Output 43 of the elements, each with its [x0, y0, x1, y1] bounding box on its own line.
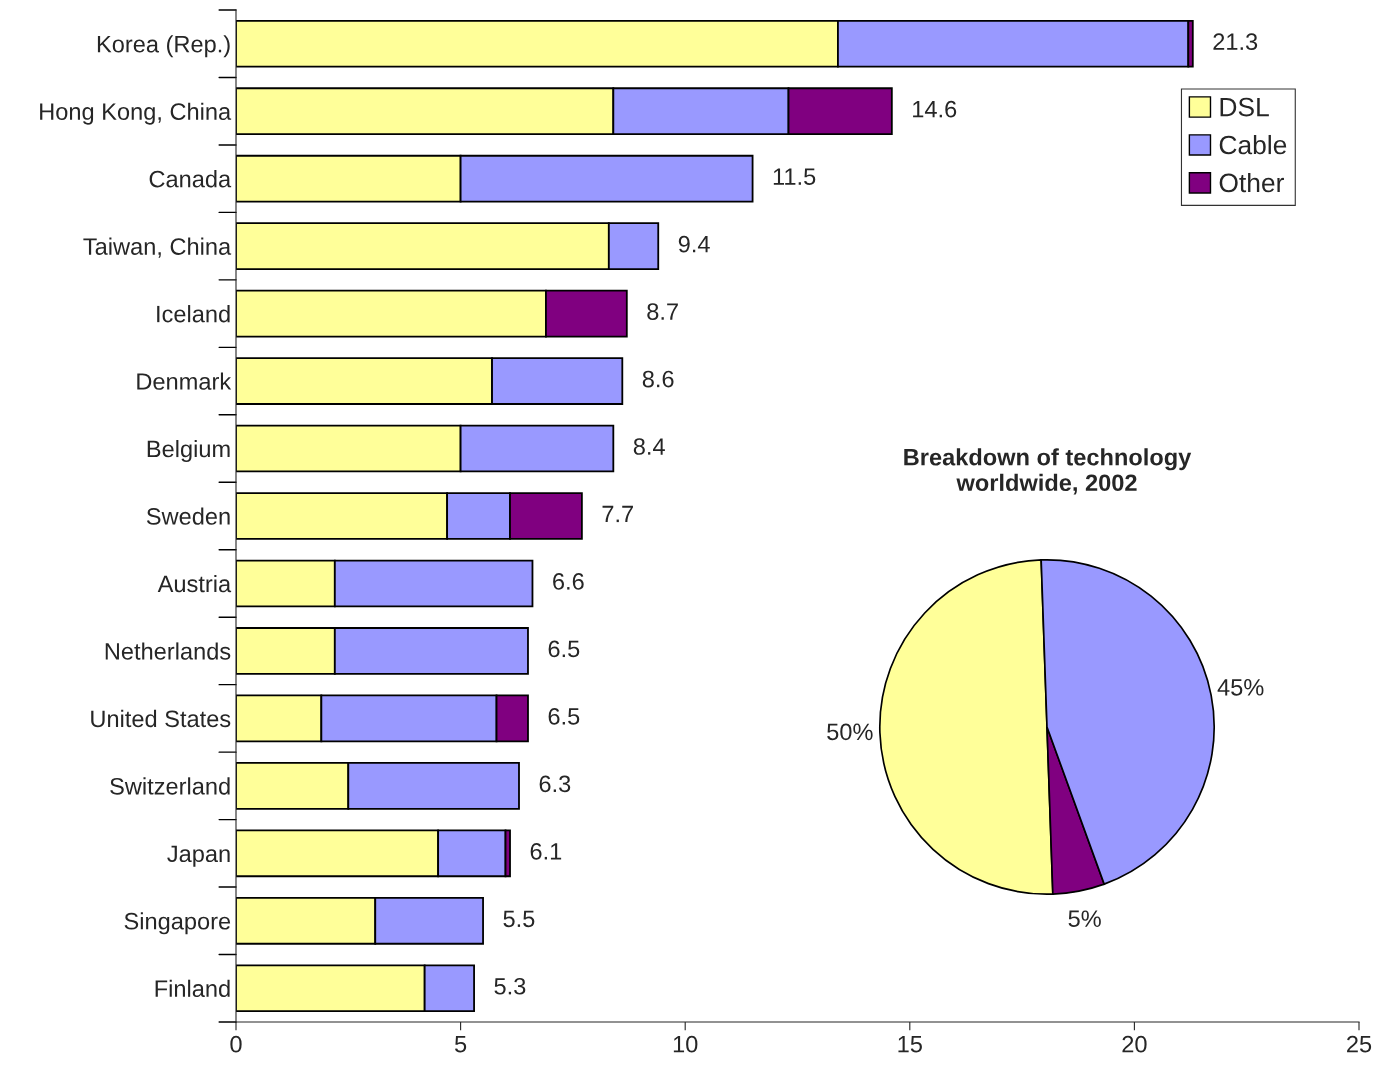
legend-label: Cable — [1219, 134, 1287, 155]
total-label: 5.3 — [494, 977, 526, 995]
total-label: 6.5 — [548, 640, 580, 658]
total-label: 6.6 — [553, 573, 584, 590]
y-tick-label: Taiwan, China — [83, 237, 232, 258]
y-tick-label: Sweden — [146, 507, 230, 525]
y-tick-label: Finland — [155, 979, 230, 998]
chart-title: Breakdown of technology worldwide, 2002 — [904, 448, 1192, 495]
total-label: 21.3 — [1213, 33, 1258, 51]
legend-label: DSL — [1220, 97, 1269, 117]
y-tick-label: Austria — [157, 574, 232, 593]
y-tick-label: Singapore — [124, 912, 231, 935]
x-tick-label: 10 — [673, 1035, 698, 1053]
y-tick-label: Canada — [149, 170, 232, 188]
x-tick-label: 20 — [1122, 1035, 1147, 1053]
total-label: 8.6 — [642, 370, 674, 388]
total-label: 9.4 — [678, 235, 710, 253]
data-label: 5% — [1068, 910, 1101, 928]
y-tick-label: Hong Kong, China — [40, 102, 232, 125]
total-label: 14.6 — [913, 100, 957, 118]
total-label: 11.5 — [773, 168, 816, 185]
y-tick-label: Belgium — [147, 439, 230, 462]
y-tick-label: United States — [91, 709, 231, 728]
x-tick-label: 5 — [454, 1036, 467, 1053]
y-tick-label: Japan — [167, 845, 230, 867]
total-label: 6.1 — [530, 842, 562, 860]
data-label: 50% — [827, 723, 873, 741]
x-tick-label: 0 — [230, 1035, 242, 1053]
y-tick-label: Korea (Rep.) — [97, 35, 230, 58]
legend-label: Other — [1219, 172, 1284, 193]
total-label: 5.5 — [503, 910, 535, 928]
total-label: 6.5 — [548, 708, 580, 725]
y-tick-label: Iceland — [157, 305, 230, 323]
data-label: 45% — [1217, 679, 1264, 696]
total-label: 8.7 — [647, 303, 678, 320]
y-tick-label: Denmark — [137, 372, 232, 390]
y-tick-label: Netherlands — [105, 642, 231, 660]
total-label: 6.3 — [539, 775, 571, 793]
total-label: 8.4 — [633, 438, 665, 455]
y-tick-label: Switzerland — [110, 777, 230, 795]
x-tick-label: 15 — [898, 1036, 922, 1053]
total-label: 7.7 — [602, 505, 633, 523]
x-tick-label: 25 — [1347, 1035, 1372, 1053]
